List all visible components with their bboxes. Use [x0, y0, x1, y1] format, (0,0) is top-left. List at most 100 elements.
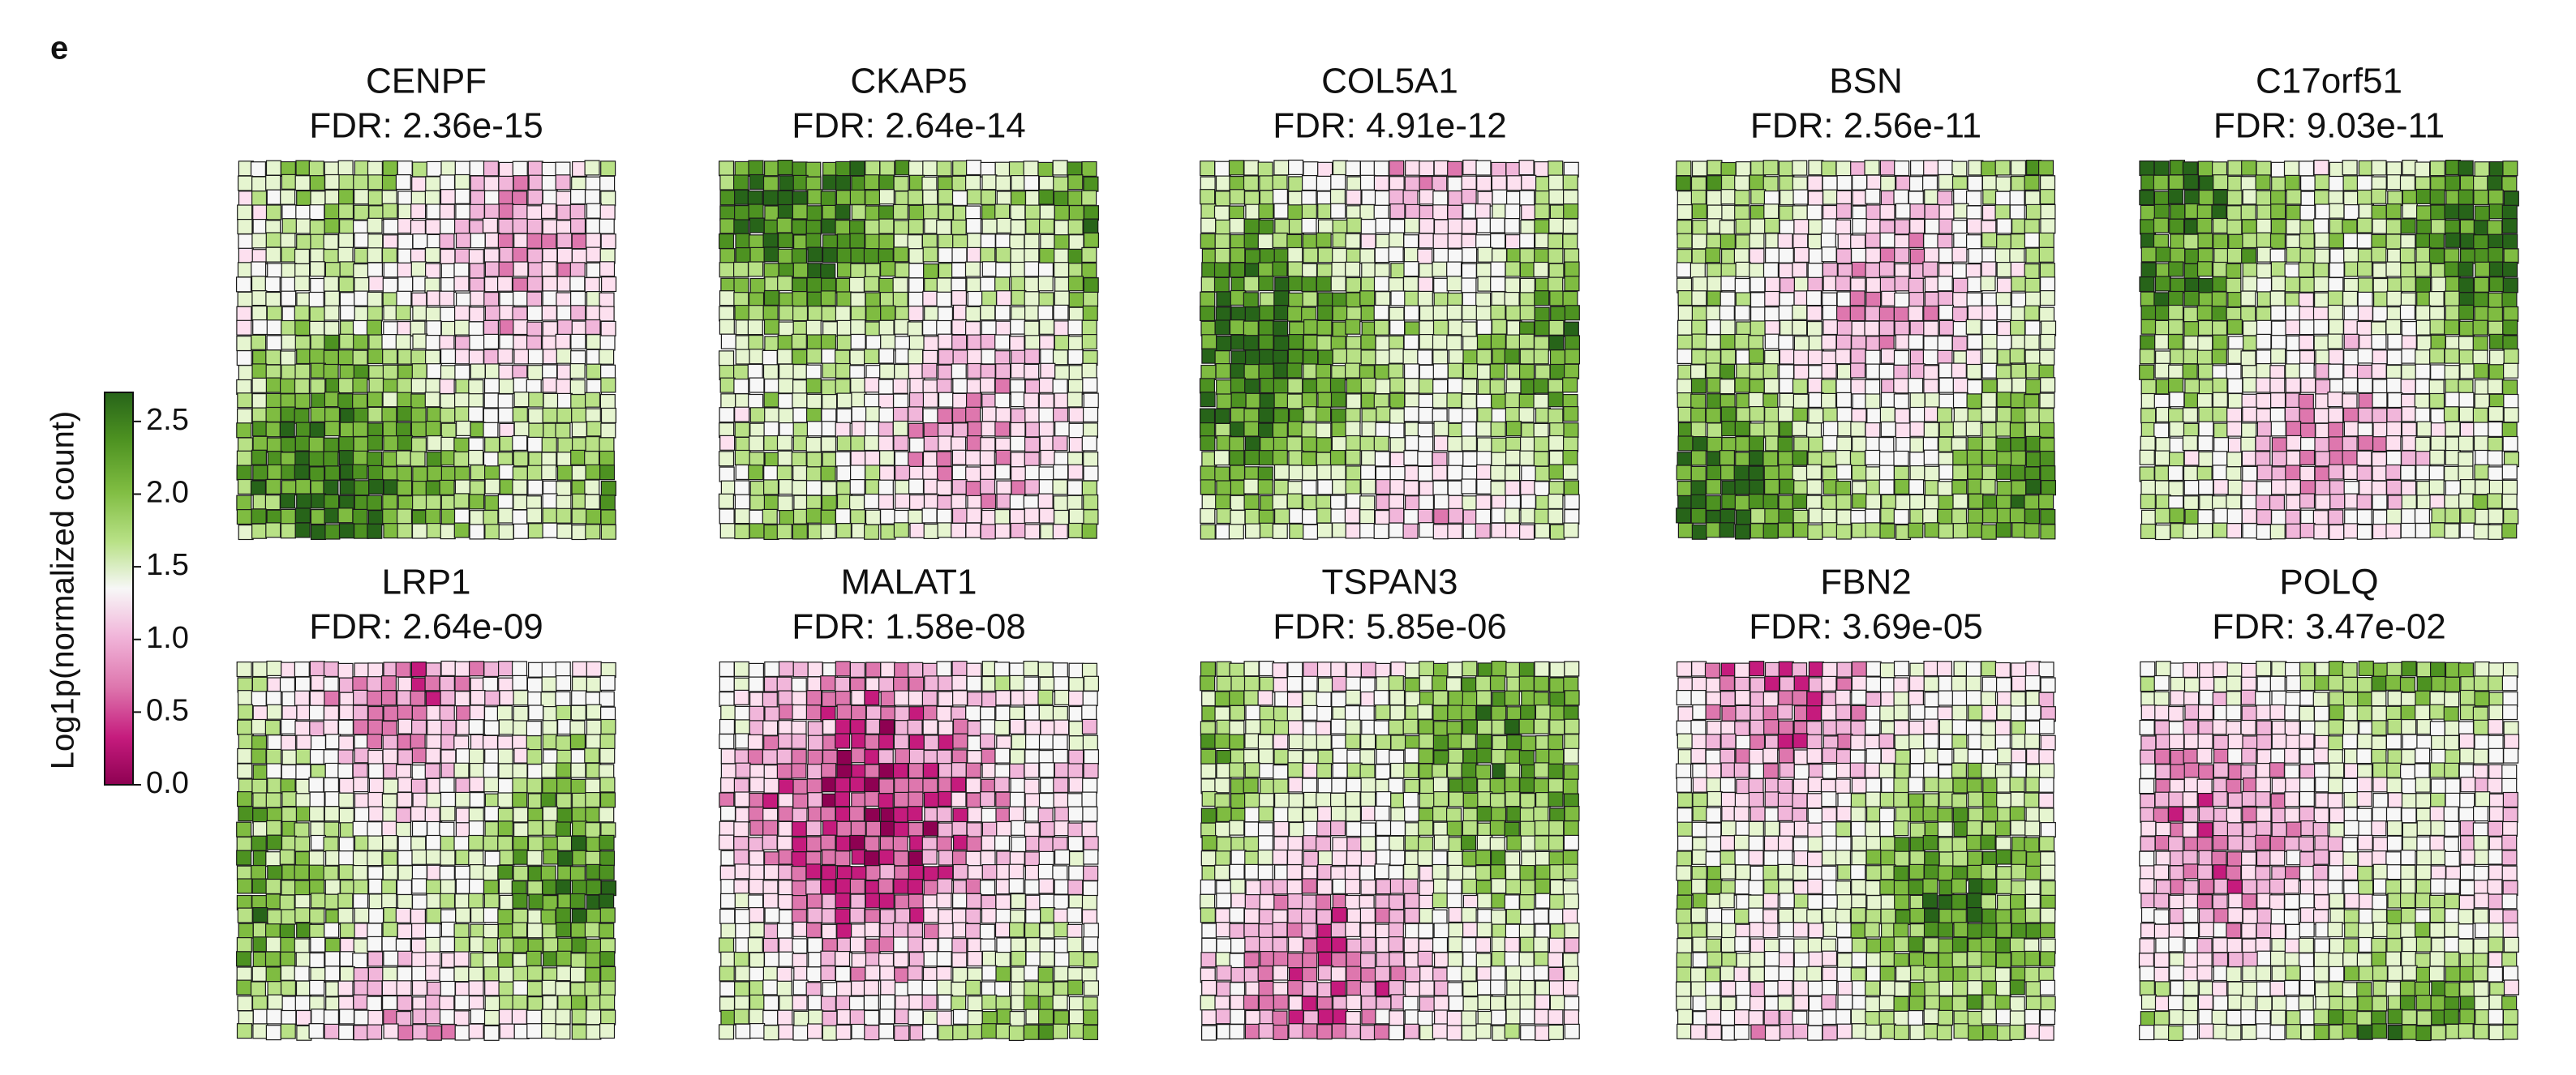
cell: [238, 220, 252, 234]
cell: [1039, 263, 1054, 277]
cell: [1418, 509, 1432, 524]
cell: [2199, 364, 2213, 379]
cell: [513, 850, 528, 864]
cell: [2214, 508, 2229, 523]
cell: [484, 177, 499, 191]
cell: [238, 409, 252, 423]
cell: [266, 480, 281, 495]
cell: [2458, 262, 2473, 276]
cell: [571, 735, 586, 749]
cell: [1505, 219, 1519, 233]
cell: [1070, 852, 1084, 867]
cell: [309, 452, 324, 466]
cell: [2316, 481, 2330, 495]
cell: [499, 982, 513, 996]
cell: [923, 190, 938, 204]
cell: [483, 866, 498, 880]
cell: [266, 408, 281, 422]
cell: [1535, 509, 1549, 524]
cell: [922, 508, 937, 523]
cell: [1360, 205, 1375, 220]
cell: [1506, 662, 1521, 677]
cell: [1054, 221, 1069, 235]
cell: [2011, 451, 2026, 465]
cell: [764, 365, 779, 379]
cell: [763, 967, 778, 982]
cell: [295, 321, 310, 336]
cell: [749, 967, 764, 982]
cell: [252, 291, 267, 306]
cell: [1492, 508, 1506, 523]
cell: [2460, 523, 2475, 538]
cell: [1691, 394, 1706, 409]
cell: [981, 465, 995, 480]
cell: [735, 525, 749, 539]
cell: [470, 204, 484, 219]
cell: [850, 190, 865, 204]
cell: [1053, 866, 1067, 880]
cell: [1068, 880, 1083, 895]
cell: [281, 438, 295, 452]
cell: [792, 896, 807, 910]
cell: [238, 764, 252, 778]
cell: [2256, 233, 2271, 247]
cell: [749, 953, 764, 967]
cell: [1505, 408, 1520, 422]
cell: [1274, 409, 1289, 423]
cell: [2430, 523, 2445, 538]
cell: [1779, 465, 1793, 479]
cell: [367, 735, 382, 749]
cell: [865, 378, 879, 392]
cell: [1011, 422, 1025, 437]
cell: [1201, 366, 1216, 380]
cell: [2475, 162, 2489, 177]
cell: [850, 662, 865, 677]
cell: [410, 735, 425, 749]
cell: [601, 423, 616, 438]
cell: [953, 393, 968, 408]
cell: [1217, 394, 1231, 409]
cell: [354, 161, 369, 176]
cell: [922, 363, 937, 378]
cell: [469, 836, 483, 850]
cell: [952, 263, 967, 277]
cell: [425, 191, 440, 205]
cell: [268, 866, 282, 880]
cell: [541, 692, 556, 707]
cell: [2299, 336, 2314, 350]
cell: [543, 365, 557, 379]
cell: [1837, 408, 1852, 422]
cell: [484, 880, 499, 895]
cell: [1707, 205, 1722, 220]
cell: [1067, 392, 1082, 407]
cell: [1332, 422, 1346, 437]
cell: [512, 1009, 526, 1024]
cell: [354, 908, 369, 923]
cell: [2199, 279, 2213, 293]
cell: [2328, 392, 2342, 407]
cell: [792, 867, 806, 881]
cell: [2228, 293, 2243, 307]
cell: [2197, 467, 2212, 482]
cell: [1069, 678, 1084, 692]
cell: [1968, 479, 1982, 494]
cell: [1420, 692, 1435, 706]
cell: [2445, 495, 2459, 510]
cell: [1084, 495, 1098, 510]
cell: [806, 221, 821, 235]
cell: [1565, 364, 1579, 379]
cell: [1389, 364, 1403, 379]
cell: [2170, 349, 2185, 364]
cell: [764, 924, 779, 939]
cell: [440, 175, 455, 190]
cell: [601, 191, 616, 206]
cell: [2416, 465, 2431, 480]
cell: [2272, 510, 2286, 525]
cell: [2415, 350, 2430, 365]
cell: [354, 248, 369, 263]
cell: [822, 363, 837, 378]
cell: [1230, 219, 1244, 233]
cell: [1449, 191, 1463, 206]
cell: [266, 293, 281, 307]
cell: [1303, 676, 1317, 691]
